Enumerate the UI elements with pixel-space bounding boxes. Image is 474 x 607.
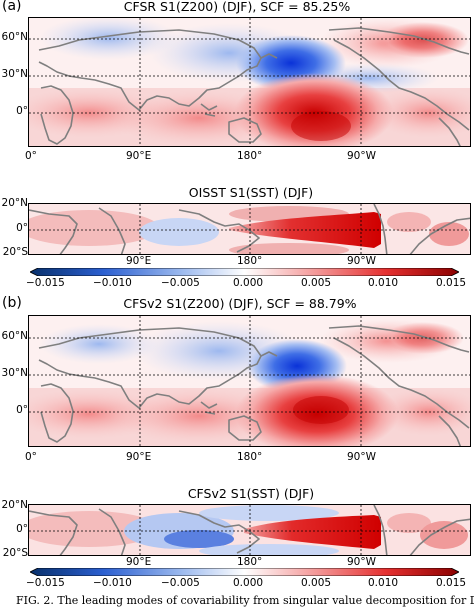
cbar-a-tick-015: 0.015 bbox=[436, 277, 467, 289]
panel-b-label: (b) bbox=[2, 295, 22, 311]
cbar-a-tick-m010: −0.010 bbox=[93, 277, 132, 289]
oisst-sst-map bbox=[28, 203, 471, 255]
z200a-xtick-180: 180° bbox=[237, 150, 263, 162]
z200a-ytick-0: 0° bbox=[16, 105, 28, 117]
cbar-b-tick-m010: −0.010 bbox=[93, 577, 132, 589]
sstb-xtick-90e: 90°E bbox=[126, 556, 152, 568]
ssta-ytick-20s: 20°S bbox=[2, 246, 28, 258]
z200b-ytick-30n: 30°N bbox=[1, 367, 28, 379]
cbar-b-tick-015: 0.015 bbox=[436, 577, 467, 589]
cbar-a-tick-m005: −0.005 bbox=[161, 277, 200, 289]
sstb-ytick-0: 0° bbox=[16, 523, 28, 535]
cbar-a-tick-m015: −0.015 bbox=[26, 277, 65, 289]
ssta-xtick-90e: 90°E bbox=[126, 255, 152, 267]
cbar-a-tick-005: 0.005 bbox=[301, 277, 332, 289]
panel-a-label: (a) bbox=[2, 0, 22, 14]
panel-a-sst-title: OISST S1(SST) (DJF) bbox=[188, 185, 314, 200]
panel-a-z200-title: CFSR S1(Z200) (DJF), SCF = 85.25% bbox=[123, 0, 351, 14]
sstb-ytick-20s: 20°S bbox=[2, 547, 28, 559]
z200b-ytick-60n: 60°N bbox=[1, 330, 28, 342]
cbar-a-tick-0: 0.000 bbox=[233, 277, 264, 289]
cfsv2-z200-map bbox=[28, 315, 471, 447]
z200a-xtick-90w: 90°W bbox=[347, 150, 376, 162]
z200a-xtick-0: 0° bbox=[25, 150, 37, 162]
ssta-xtick-90w: 90°W bbox=[347, 255, 376, 267]
cbar-b-tick-m015: −0.015 bbox=[26, 577, 65, 589]
cbar-b-tick-010: 0.010 bbox=[368, 577, 399, 589]
cfsv2-sst-map bbox=[28, 504, 471, 556]
sstb-xtick-90w: 90°W bbox=[347, 556, 376, 568]
sstb-xtick-180: 180° bbox=[237, 556, 263, 568]
z200a-xtick-90e: 90°E bbox=[126, 150, 152, 162]
cbar-b-tick-0: 0.000 bbox=[233, 577, 264, 589]
z200a-ytick-60n: 60°N bbox=[1, 31, 28, 43]
colorbar-b bbox=[30, 568, 459, 576]
colorbar-a bbox=[30, 268, 459, 276]
ssta-ytick-0: 0° bbox=[16, 222, 28, 234]
cbar-b-tick-005: 0.005 bbox=[301, 577, 332, 589]
z200b-ytick-0: 0° bbox=[16, 404, 28, 416]
z200b-xtick-90w: 90°W bbox=[347, 451, 376, 463]
z200a-ytick-30n: 30°N bbox=[1, 68, 28, 80]
panel-b-z200-title: CFSv2 S1(Z200) (DJF), SCF = 88.79% bbox=[123, 296, 357, 311]
sstb-ytick-20n: 20°N bbox=[1, 499, 28, 511]
cfsr-z200-map bbox=[28, 17, 471, 147]
z200b-xtick-90e: 90°E bbox=[126, 451, 152, 463]
z200b-xtick-180: 180° bbox=[237, 451, 263, 463]
cbar-a-tick-010: 0.010 bbox=[368, 277, 399, 289]
ssta-ytick-20n: 20°N bbox=[1, 197, 28, 209]
figure-caption: FIG. 2. The leading modes of covariabili… bbox=[16, 594, 474, 607]
cbar-b-tick-m005: −0.005 bbox=[161, 577, 200, 589]
ssta-xtick-180: 180° bbox=[237, 255, 263, 267]
z200b-xtick-0: 0° bbox=[25, 451, 37, 463]
panel-b-sst-title: CFSv2 S1(SST) (DJF) bbox=[187, 486, 315, 501]
